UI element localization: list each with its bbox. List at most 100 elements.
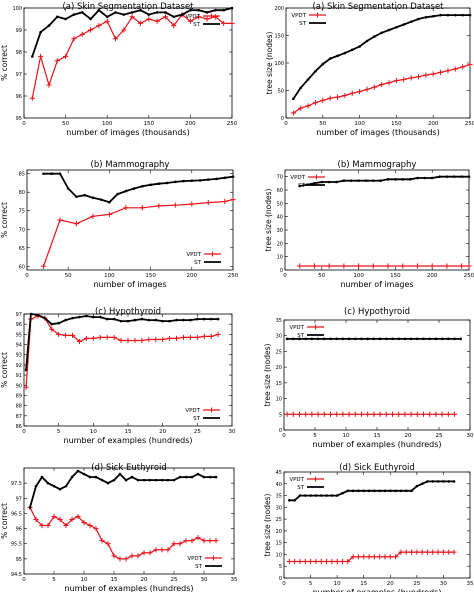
legend-label: ST [194,260,201,266]
data-point-st [141,184,144,188]
x-tick-label: 25 [194,429,201,435]
data-point-vpdt [129,553,135,559]
data-point-st [58,487,62,491]
y-tick-label: 90 [16,383,22,389]
data-point-st [401,178,405,181]
data-point-st [178,475,182,479]
data-point-vpdt [393,78,399,84]
x-tick-label: 10 [90,429,97,435]
y-tick-label: 91 [16,373,22,379]
data-point-st [114,11,117,14]
data-point-st [142,478,146,482]
data-point-vpdt [313,558,319,565]
x-tick-label: 30 [440,581,447,587]
data-point-st [321,62,325,66]
data-point-st [453,13,457,17]
data-point-st [85,314,88,318]
data-point-st [168,319,171,323]
y-tick-label: 30 [277,228,283,234]
data-point-vpdt [366,554,372,560]
data-point-st [130,475,134,479]
data-point-st [140,317,144,321]
data-point-st [190,475,194,479]
data-point-vpdt [112,36,119,42]
data-point-vpdt [420,411,427,417]
x-tick-label: 0 [25,273,29,279]
y-tick-label: 20 [276,365,282,371]
data-point-st [66,187,70,190]
data-point-vpdt [326,263,332,269]
data-point-st [439,13,442,17]
legend-label: ST [297,333,304,339]
series-line-vpdt [289,551,455,563]
data-point-st [420,482,424,486]
x-axis-label: number of examples (hundreds) [313,588,442,592]
data-point-st [445,175,449,178]
x-tick-label: 10 [343,433,350,439]
data-point-st [46,481,50,485]
y-tick-label: 75 [19,209,25,215]
data-point-st [379,179,382,182]
x-tick-label: 150 [391,121,402,127]
y-tick-label: 95 [16,557,22,563]
y-tick-label: 60 [277,188,283,194]
y-tick-label: 5 [279,412,282,418]
data-point-st [164,11,167,14]
data-point-st [388,489,392,493]
data-point-st [99,198,103,201]
data-point-vpdt [311,263,318,269]
data-point-vpdt [350,554,356,560]
data-point-vpdt [121,27,127,33]
data-point-st [175,318,178,322]
legend-label: ST [299,21,306,27]
data-point-st [198,179,202,182]
data-point-vpdt [435,549,441,555]
x-tick-label: 100 [102,121,113,127]
x-tick-label: 250 [465,121,474,127]
data-point-vpdt [427,411,433,417]
series-line-vpdt [29,507,216,560]
chart-title: (c) Hypothyroid [344,307,410,317]
data-point-vpdt [222,198,228,205]
data-point-vpdt [141,550,147,556]
data-point-st [292,97,295,101]
data-point-vpdt [387,554,393,560]
data-point-st [160,478,164,482]
data-point-st [354,337,357,341]
data-point-vpdt [146,336,152,343]
data-point-st [325,494,328,497]
x-tick-label: 0 [22,429,26,435]
data-point-st [88,475,92,479]
data-point-vpdt [403,549,409,555]
data-point-st [94,475,98,479]
y-tick-label: 5 [279,564,282,570]
x-axis-label: number of images (thousands) [66,128,189,137]
data-point-st [415,484,419,488]
legend-marker-vpdt [313,476,318,482]
data-point-vpdt [195,535,201,541]
data-point-vpdt [105,541,111,547]
data-point-st [304,337,308,341]
data-point-vpdt [137,20,144,26]
data-point-st [231,175,235,178]
data-point-vpdt [361,554,367,560]
legend-label: ST [297,485,304,491]
data-point-vpdt [99,538,105,544]
data-point-st [108,200,111,204]
x-tick-label: 0 [282,433,286,439]
chart-panel-3: 0 50 100 150 200 250 0 10 20 30 40 50 60 70 (b) Mammog… [264,160,474,289]
data-point-vpdt [194,334,200,341]
data-point-st [431,14,435,18]
data-point-vpdt [207,538,213,544]
data-point-vpdt [430,549,436,555]
data-point-vpdt [106,211,112,218]
y-tick-label: 25 [276,349,282,355]
data-point-st [180,13,184,16]
data-point-st [76,469,80,473]
x-axis-label: number of examples (hundreds) [64,436,193,445]
data-point-vpdt [39,522,45,529]
data-point-vpdt [302,558,308,565]
data-point-vpdt [46,82,52,88]
data-point-st [50,172,54,176]
data-point-st [395,25,398,29]
